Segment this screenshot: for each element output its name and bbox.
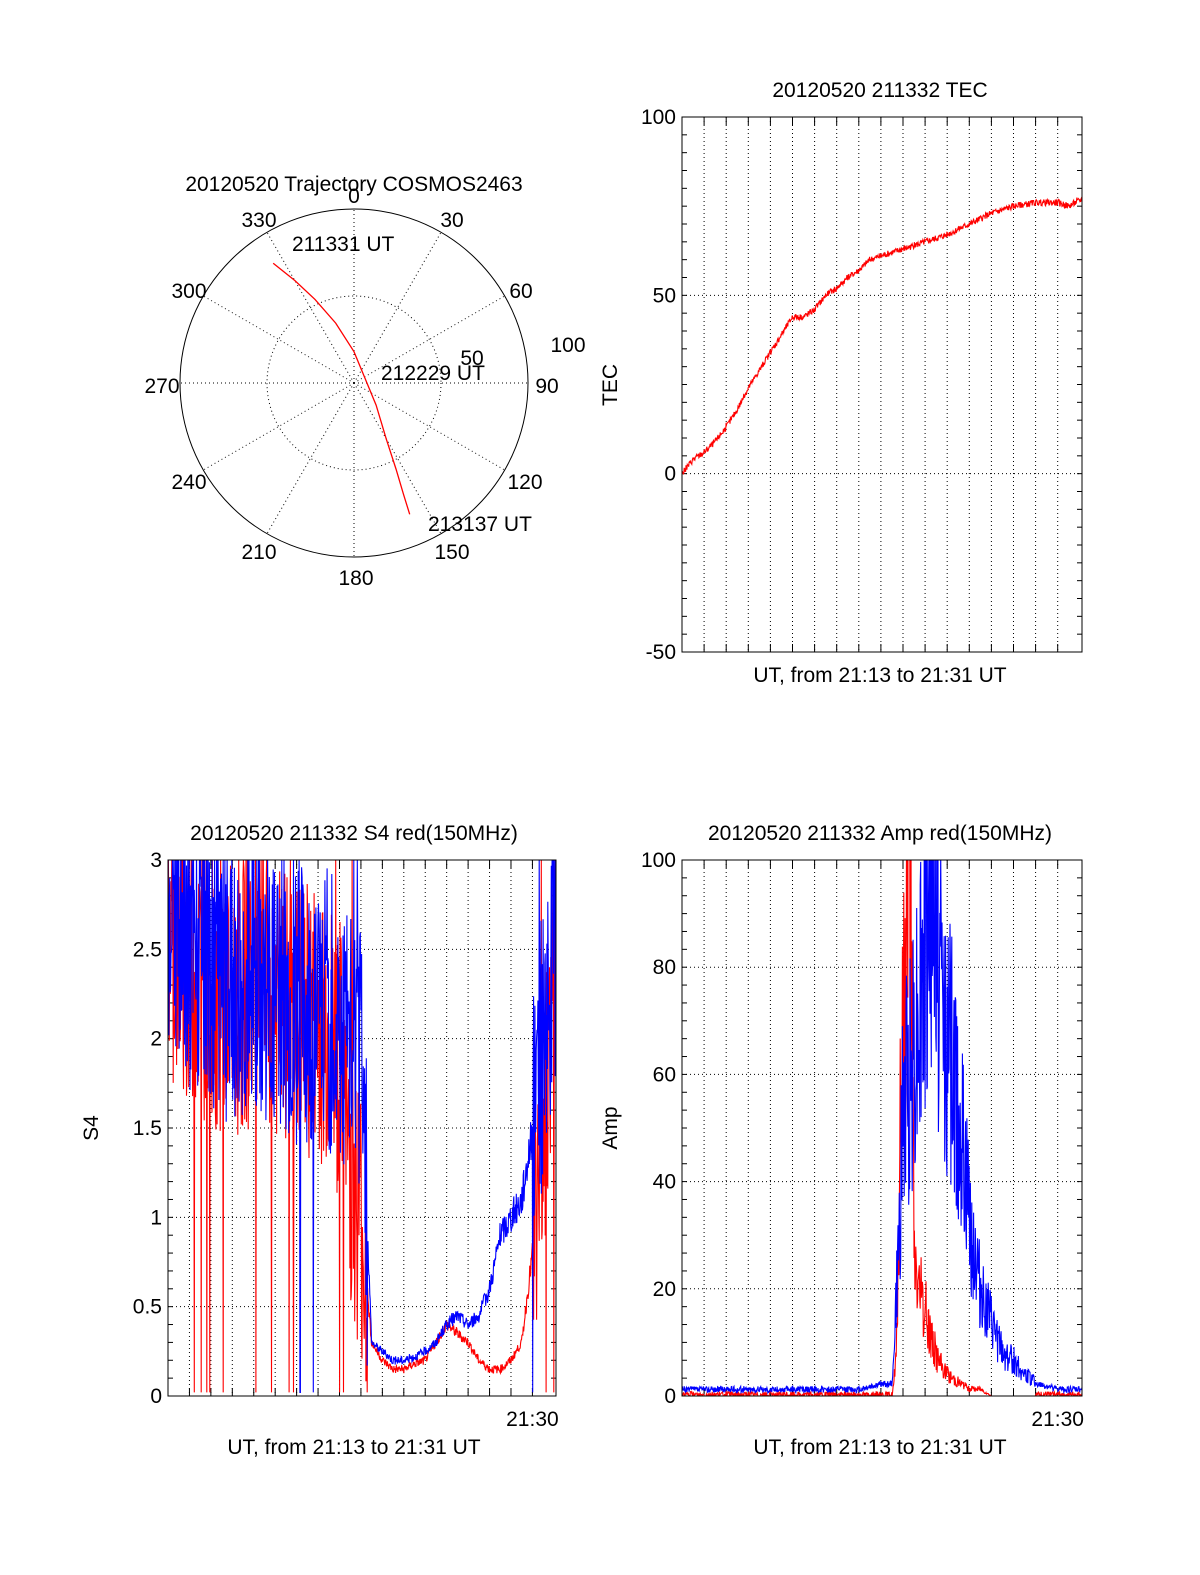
polar-spoke-210 — [266, 382, 355, 534]
tec-ytick-label-0: -50 — [646, 641, 676, 664]
tec-ytick-label-3: 100 — [641, 106, 676, 129]
trajectory-polar-chart: 20120520 Trajectory COSMOS2463 0 30 60 9… — [144, 173, 585, 590]
tec-data — [682, 195, 1082, 475]
amp-chart: 20120520 211332 Amp red(150MHz) UT, from… — [599, 822, 1084, 1459]
s4-ytick-label-3: 1.5 — [133, 1117, 162, 1140]
tec-plot-area: -50 0 50 100 — [641, 106, 1083, 664]
amp-plot-area: 0 20 40 60 80 100 21:30 — [641, 849, 1084, 1431]
polar-title: 20120520 Trajectory COSMOS2463 — [185, 173, 522, 196]
s4-plot-area: 0 0.5 1 1.5 2 2.5 3 21:30 — [133, 849, 559, 1431]
tec-ytick-label-1: 0 — [664, 463, 676, 486]
polar-grid — [180, 209, 528, 557]
polar-outer-circle — [179, 208, 529, 558]
angle-label-0: 0 — [348, 185, 360, 208]
s4-ytick-label-0: 0 — [150, 1385, 162, 1408]
annotation-end-time: 213137 UT — [428, 513, 532, 536]
s4-ytick-label-4: 2 — [150, 1028, 162, 1051]
s4-xtick-label-0: 21:30 — [506, 1408, 559, 1431]
angle-label-60: 60 — [509, 280, 532, 303]
amp-title: 20120520 211332 Amp red(150MHz) — [708, 822, 1052, 845]
s4-data — [168, 860, 556, 1393]
angle-label-180: 180 — [338, 567, 373, 590]
polar-spoke-120 — [353, 382, 505, 471]
s4-title: 20120520 211332 S4 red(150MHz) — [190, 822, 518, 845]
amp-ytick-label-3: 60 — [653, 1063, 676, 1086]
polar-annotations: 211331 UT 212229 UT 213137 UT — [292, 233, 532, 536]
s4-ytick-label-1: 0.5 — [133, 1296, 162, 1319]
polar-spoke-30 — [353, 232, 442, 384]
s4-ylabel: S4 — [80, 1115, 103, 1141]
angle-label-270: 270 — [144, 375, 179, 398]
angle-label-330: 330 — [241, 209, 276, 232]
polar-trajectory-series — [272, 262, 411, 515]
angle-label-300: 300 — [171, 280, 206, 303]
tec-series-1-line — [682, 195, 1082, 475]
tec-ylabel: TEC — [599, 364, 622, 406]
polar-spoke-300 — [203, 295, 355, 384]
amp-ytick-label-4: 80 — [653, 956, 676, 979]
amp-series-2-line — [682, 860, 1082, 1395]
amp-data — [682, 860, 1082, 1396]
polar-grid-circle-1 — [266, 295, 442, 471]
radius-label-100: 100 — [550, 334, 585, 357]
polar-spoke-150 — [353, 382, 442, 534]
annotation-start-time: 211331 UT — [292, 233, 395, 256]
amp-ytick-label-5: 100 — [641, 849, 676, 872]
tec-chart: 20120520 211332 TEC UT, from 21:13 to 21… — [599, 79, 1083, 687]
tec-xlabel: UT, from 21:13 to 21:31 UT — [753, 664, 1006, 687]
tec-ytick-label-2: 50 — [653, 284, 676, 307]
angle-label-90: 90 — [535, 375, 558, 398]
polar-spoke-330 — [266, 232, 355, 384]
s4-ytick-label-2: 1 — [150, 1206, 162, 1229]
angle-label-240: 240 — [171, 471, 206, 494]
annotation-mid-time: 212229 UT — [381, 362, 485, 385]
amp-ylabel: Amp — [599, 1106, 622, 1149]
polar-trajectory-line — [272, 262, 411, 515]
angle-label-210: 210 — [241, 541, 276, 564]
amp-xlabel: UT, from 21:13 to 21:31 UT — [753, 1436, 1006, 1459]
amp-ytick-label-1: 20 — [653, 1278, 676, 1301]
s4-xlabel: UT, from 21:13 to 21:31 UT — [227, 1436, 480, 1459]
amp-xtick-label-0: 21:30 — [1031, 1408, 1084, 1431]
angle-label-30: 30 — [440, 209, 463, 232]
angle-label-120: 120 — [507, 471, 542, 494]
amp-ytick-label-2: 40 — [653, 1171, 676, 1194]
tec-axes-frame — [681, 116, 1083, 653]
polar-spoke-60 — [353, 295, 505, 384]
amp-series-1-line — [682, 860, 1082, 1396]
s4-axes-frame — [167, 859, 557, 1397]
polar-spoke-240 — [203, 382, 355, 471]
polar-angle-labels: 0 30 60 90 120 150 180 210 240 270 300 3… — [144, 185, 585, 590]
tec-title: 20120520 211332 TEC — [772, 79, 987, 102]
radius-label-50: 50 — [460, 347, 483, 370]
s4-ytick-label-5: 2.5 — [133, 938, 162, 961]
angle-label-150: 150 — [434, 541, 469, 564]
amp-axes-frame — [681, 859, 1083, 1397]
amp-ytick-label-0: 0 — [664, 1385, 676, 1408]
s4-chart: 20120520 211332 S4 red(150MHz) UT, from … — [80, 822, 559, 1459]
s4-ytick-label-6: 3 — [150, 849, 162, 872]
s4-series-2-line — [168, 860, 556, 1393]
